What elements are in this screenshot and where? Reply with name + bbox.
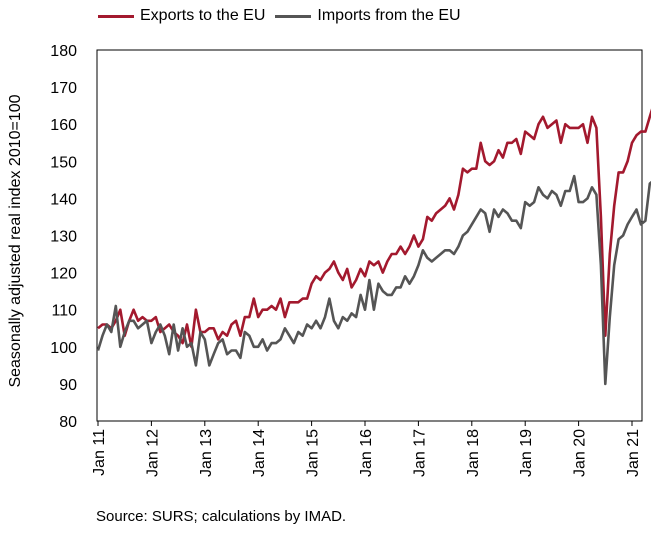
- y-axis-label: Seasonally adjusted real index 2010=100: [7, 94, 24, 387]
- x-tick-label: Jan 17: [411, 429, 428, 477]
- y-tick-label: 100: [50, 340, 77, 357]
- x-tick-label: Jan 19: [518, 429, 535, 477]
- legend-swatch-exports: [98, 14, 134, 18]
- series-lines: [96, 108, 651, 386]
- x-tick-label: Jan 13: [198, 429, 215, 477]
- x-tick-label: Jan 16: [358, 429, 375, 477]
- x-tick-label: Jan 21: [625, 429, 642, 477]
- x-tick-label: Jan 18: [465, 429, 482, 477]
- x-tick-label: Jan 15: [305, 429, 322, 477]
- x-tick-label: Jan 20: [572, 429, 589, 477]
- y-tick-label: 120: [50, 266, 77, 283]
- x-tick-label: Jan 12: [144, 429, 161, 477]
- x-tick-label: Jan 11: [91, 429, 108, 476]
- legend: Exports to the EU Imports from the EU: [98, 7, 461, 25]
- legend-swatch-imports: [275, 14, 312, 18]
- y-tick-label: 180: [50, 43, 77, 60]
- y-tick-label: 140: [50, 191, 77, 208]
- y-tick-label: 80: [59, 414, 77, 431]
- legend-item-imports: Imports from the EU: [275, 7, 461, 25]
- y-tick-label: 150: [50, 154, 77, 171]
- y-tick-label: 160: [50, 117, 77, 134]
- y-axis: 80 90 100 110 120 130 140 150 160 170 180: [50, 43, 77, 431]
- axes: [96, 49, 643, 422]
- source-note: Source: SURS; calculations by IMAD.: [96, 508, 347, 525]
- series-line-imports: [96, 174, 651, 386]
- plot-frame: [96, 49, 643, 422]
- y-tick-label: 130: [50, 229, 77, 246]
- x-axis: Jan 11 Jan 12 Jan 13 Jan 14 Jan 15 Jan 16 Jan …: [91, 421, 642, 477]
- x-tick-label: Jan 14: [251, 429, 268, 477]
- y-tick-label: 170: [50, 80, 77, 97]
- legend-label-imports: Imports from the EU: [317, 7, 461, 24]
- y-tick-label: 110: [51, 303, 77, 320]
- legend-item-exports: Exports to the EU: [98, 7, 265, 25]
- legend-label-exports: Exports to the EU: [140, 7, 266, 24]
- y-tick-label: 90: [59, 377, 77, 394]
